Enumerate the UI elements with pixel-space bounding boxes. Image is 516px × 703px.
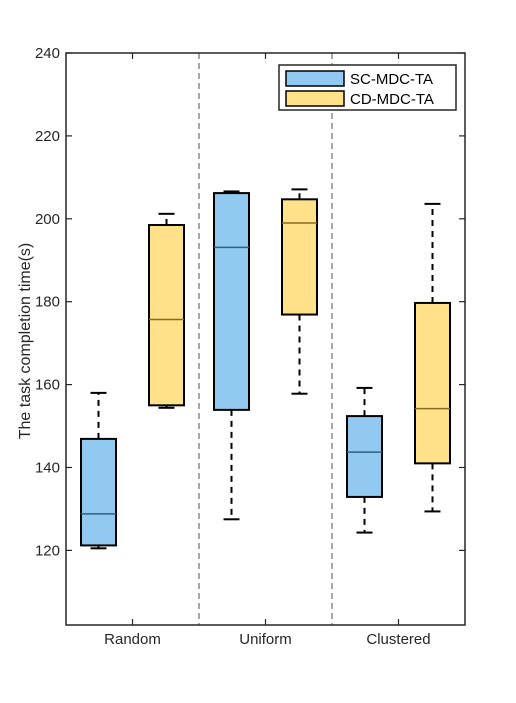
box-cd-mdc-ta-random <box>148 212 185 409</box>
box-cd-mdc-ta-clustered <box>414 202 451 513</box>
y-tick-label: 240 <box>35 45 60 62</box>
box-sc-mdc-ta-uniform <box>213 190 250 521</box>
legend: SC-MDC-TA CD-MDC-TA <box>278 64 457 111</box>
x-tick-label: Random <box>104 631 161 648</box>
legend-label: SC-MDC-TA <box>350 71 433 88</box>
y-tick-label: 120 <box>35 542 60 559</box>
box-iqr <box>213 192 250 411</box>
y-tick-label: 220 <box>35 128 60 145</box>
legend-label: CD-MDC-TA <box>350 91 434 108</box>
box-cd-mdc-ta-uniform <box>281 188 318 395</box>
legend-swatch <box>285 70 345 87</box>
box-iqr <box>148 224 185 407</box>
y-tick-label: 200 <box>35 211 60 228</box>
y-tick-label: 180 <box>35 294 60 311</box>
x-tick-label: Uniform <box>239 631 292 648</box>
box-sc-mdc-ta-random <box>80 391 117 550</box>
box-iqr <box>80 437 117 547</box>
box-sc-mdc-ta-clustered <box>346 386 383 534</box>
y-tick-label: 160 <box>35 377 60 394</box>
legend-swatch <box>285 90 345 107</box>
box-iqr <box>346 415 383 498</box>
y-axis-label: The task completion time(s) <box>17 243 34 440</box>
plot-frame <box>65 52 466 626</box>
box-iqr <box>281 198 318 316</box>
y-tick-label: 140 <box>35 459 60 476</box>
x-tick-label: Clustered <box>366 631 430 648</box>
box-iqr <box>414 301 451 465</box>
